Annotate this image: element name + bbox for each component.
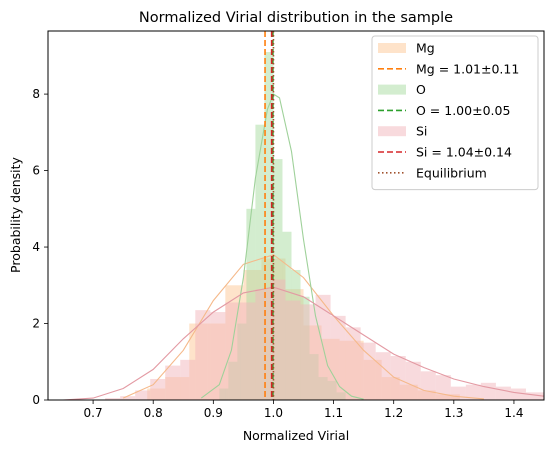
plot-frame — [47, 30, 545, 401]
si-histogram-bar — [495, 386, 511, 400]
si-histogram-bar — [210, 312, 226, 400]
chart-title: Normalized Virial distribution in the sa… — [139, 10, 453, 26]
si-histogram-bar — [300, 304, 316, 400]
si-histogram-bar — [510, 388, 526, 400]
x-tick-label: 0.9 — [204, 406, 223, 420]
si-histogram-bar — [255, 289, 271, 400]
si-histogram-bar — [375, 352, 391, 400]
legend-label: Mg = 1.01±0.11 — [416, 61, 519, 76]
si-histogram-bar — [330, 315, 346, 400]
legend-label: Equilibrium — [416, 165, 487, 180]
legend-swatch — [378, 126, 406, 137]
si-histogram-bar — [225, 302, 241, 400]
o-histogram-bar — [255, 124, 265, 401]
legend-label: Si — [416, 124, 427, 139]
legend-label: O = 1.00±0.05 — [416, 103, 510, 118]
y-axis-label: Probability density — [8, 156, 23, 272]
legend-label: Si = 1.04±0.14 — [416, 145, 512, 160]
x-tick-label: 1.4 — [504, 406, 523, 420]
si-histogram-bar — [285, 300, 301, 400]
o-histogram-bar — [264, 52, 274, 400]
si-histogram-bar — [480, 382, 496, 400]
legend: Mg Mg = 1.01±0.11 O O = 1.00±0.05 Si Si = 1.0… — [371, 35, 539, 191]
si-histogram-bar — [150, 378, 166, 400]
y-tick-label: 0 — [32, 393, 40, 407]
x-tick-label: 0.7 — [84, 406, 103, 420]
si-kde-curve — [62, 286, 545, 401]
x-tick-label: 1.0 — [264, 406, 283, 420]
y-tick-label: 2 — [32, 317, 40, 331]
si-histogram-bar — [105, 398, 121, 400]
y-tick-label: 6 — [32, 164, 40, 178]
si-histogram-bar — [180, 359, 196, 400]
x-axis: 0.7 0.8 0.9 1.0 1.1 1.2 1.3 1.4 — [84, 400, 523, 420]
si-histogram-bar — [270, 279, 286, 400]
legend-label: O — [416, 82, 426, 97]
x-tick-label: 1.2 — [384, 406, 403, 420]
si-histogram-bar — [525, 392, 544, 400]
si-histogram-bar — [405, 361, 421, 400]
si-histogram-bar — [420, 371, 436, 400]
reference-lines-layer — [264, 31, 275, 400]
si-histogram-bar — [120, 396, 136, 400]
si-histogram-bar — [240, 302, 256, 400]
mg-kde-curve — [122, 254, 484, 400]
si-histogram-bar — [135, 390, 151, 400]
si-histogram-bar — [435, 375, 451, 400]
x-tick-label: 0.8 — [144, 406, 163, 420]
legend-box — [371, 35, 539, 191]
y-axis: 0 2 4 6 8 — [32, 87, 48, 407]
si-histogram-bar — [390, 356, 406, 400]
si-histogram-bar — [465, 384, 481, 400]
si-histogram-bar — [165, 365, 181, 400]
x-tick-label: 1.1 — [324, 406, 343, 420]
legend-label: Mg — [416, 41, 435, 56]
x-tick-label: 1.3 — [444, 406, 463, 420]
legend-swatch — [378, 43, 406, 53]
si-histogram-bar — [450, 386, 466, 400]
legend-swatch — [378, 84, 406, 95]
y-tick-label: 4 — [32, 240, 40, 254]
si-histogram-bar — [360, 342, 376, 400]
o-kde-curve — [200, 93, 364, 400]
si-histogram-bar — [345, 327, 361, 400]
si-histogram-bar — [195, 310, 211, 400]
kde-layer — [62, 93, 545, 401]
y-tick-label: 8 — [32, 87, 40, 101]
x-axis-label: Normalized Virial — [243, 428, 349, 443]
